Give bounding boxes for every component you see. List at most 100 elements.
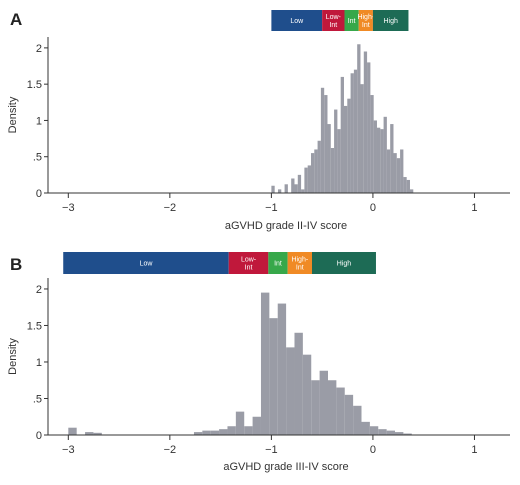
risk-band-label: Low- <box>241 257 257 264</box>
histogram-bar <box>347 98 351 193</box>
histogram-bar <box>291 178 295 193</box>
risk-band-3 <box>287 252 312 274</box>
histogram-bar <box>353 69 358 193</box>
histogram-bar <box>294 184 298 193</box>
histogram-bars <box>68 292 412 435</box>
histogram-bar <box>361 421 370 435</box>
histogram-bar <box>340 76 344 193</box>
y-axis-title: Density <box>7 338 19 375</box>
risk-band-label: Int <box>245 265 253 272</box>
y-axis-title: Density <box>7 96 19 133</box>
y-tick-label: 0 <box>36 430 42 442</box>
histogram-bar <box>403 433 412 435</box>
x-tick-label: 1 <box>471 444 477 456</box>
histogram-bar <box>85 432 94 435</box>
risk-band-label: High- <box>357 14 374 21</box>
histogram-bar <box>386 149 391 193</box>
risk-band-label: High- <box>291 257 308 264</box>
x-axis-title: aGVHD grade II-IV score <box>225 220 347 232</box>
risk-band-0 <box>271 10 323 31</box>
risk-band-label: Low- <box>326 14 342 21</box>
histogram-bar <box>380 129 384 193</box>
histogram-bar <box>373 120 377 193</box>
histogram-bar <box>307 165 311 193</box>
y-tick-label: 1.5 <box>27 320 42 332</box>
histogram-bar <box>252 416 261 435</box>
histogram-bar <box>383 116 387 193</box>
histogram-bar <box>93 432 102 435</box>
histogram-bar <box>369 426 379 435</box>
histogram-bar <box>210 430 220 435</box>
histogram-bar <box>297 174 302 193</box>
histogram-bar <box>336 387 345 435</box>
histogram-bar <box>327 124 331 193</box>
risk-band-0 <box>63 252 229 274</box>
y-tick-label: 2 <box>36 284 42 296</box>
risk-band-2 <box>344 10 359 31</box>
histogram-bar <box>319 370 328 435</box>
risk-band-1 <box>322 10 345 31</box>
y-tick-label: .5 <box>33 152 42 164</box>
y-tick-label: 1 <box>36 357 42 369</box>
histogram-bar <box>343 105 348 193</box>
x-tick-label: −1 <box>265 202 278 214</box>
histogram-bar <box>269 318 278 435</box>
histogram-bar <box>334 109 338 193</box>
x-tick-label: −2 <box>164 444 177 456</box>
histogram-bar <box>400 149 404 193</box>
histogram-bar <box>393 153 397 193</box>
y-tick-label: 1.5 <box>27 79 42 91</box>
risk-band-label: Int <box>329 22 337 29</box>
histogram-bar <box>403 177 407 193</box>
histogram-bar <box>370 95 374 193</box>
histogram-bar <box>311 380 320 435</box>
x-tick-label: 0 <box>370 444 376 456</box>
x-tick-label: −3 <box>62 202 75 214</box>
histogram-bar <box>390 124 394 193</box>
histogram-bar <box>396 158 401 193</box>
histogram-bar <box>330 148 335 193</box>
x-tick-label: −3 <box>62 444 75 456</box>
histogram-bar <box>337 129 341 193</box>
histogram-bar <box>409 189 414 193</box>
histogram-bar <box>219 429 228 435</box>
histogram-bar <box>324 95 328 193</box>
histogram-bar <box>353 405 362 435</box>
histogram-bar <box>277 303 287 435</box>
panel-label: A <box>10 10 22 29</box>
histogram-bar <box>360 84 364 193</box>
histogram-bar <box>395 432 404 435</box>
risk-band-label: Low <box>140 261 154 268</box>
histogram-bar <box>367 62 371 193</box>
panel-label: B <box>10 255 22 274</box>
histogram-bar <box>406 179 410 193</box>
histogram-bar <box>284 184 288 193</box>
histogram-bar <box>378 429 387 435</box>
risk-band-label: Int <box>348 18 356 25</box>
x-tick-label: 1 <box>471 202 477 214</box>
histogram-bar <box>386 430 396 435</box>
histogram-bar <box>350 73 354 193</box>
y-tick-label: 1 <box>36 115 42 127</box>
risk-band-3 <box>358 10 373 31</box>
risk-band-4 <box>372 10 409 31</box>
histogram-bar <box>286 347 295 435</box>
risk-band-label: Int <box>296 265 304 272</box>
histogram-bar <box>68 427 77 435</box>
histogram-bar <box>277 189 282 193</box>
x-tick-label: −1 <box>265 444 278 456</box>
y-tick-label: .5 <box>33 393 42 405</box>
risk-band-label: High <box>383 18 398 25</box>
risk-band-2 <box>268 252 288 274</box>
histogram-bar <box>357 44 361 193</box>
histogram-bar <box>301 189 305 193</box>
risk-band-label: Low <box>290 18 304 25</box>
x-axis-title: aGVHD grade III-IV score <box>223 461 348 473</box>
histogram-bar <box>314 149 318 193</box>
risk-band-label: High <box>337 261 352 268</box>
